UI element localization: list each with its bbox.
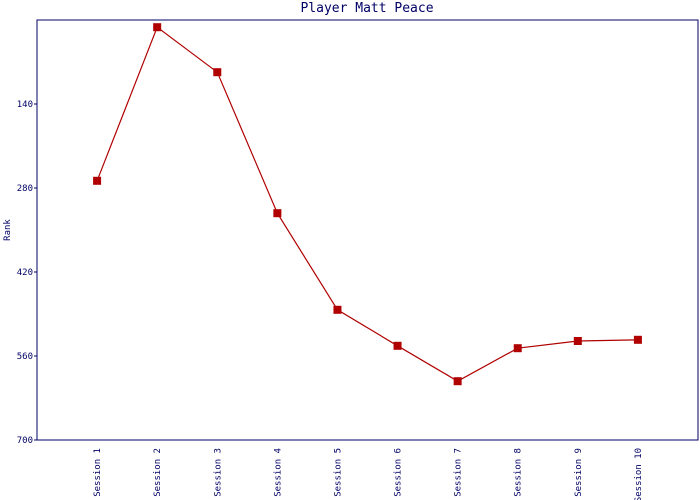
y-tick-label: 420 xyxy=(17,268,33,278)
y-tick-label: 700 xyxy=(17,436,33,446)
line xyxy=(96,26,638,382)
point xyxy=(273,209,282,218)
point xyxy=(153,23,162,32)
x-tick-label: Session 3 xyxy=(213,448,223,497)
x-tick-label: Session 4 xyxy=(273,448,283,497)
x-tick-label: Session 1 xyxy=(93,448,103,497)
y-tick-label: 280 xyxy=(17,184,33,194)
y-axis-label: Rank xyxy=(3,219,13,241)
x-tick-label: Session 10 xyxy=(634,448,644,500)
x-tick-label: Session 9 xyxy=(574,448,584,497)
point xyxy=(513,344,522,353)
y-tick-label: 140 xyxy=(17,100,33,110)
point xyxy=(213,68,222,77)
point xyxy=(573,337,582,345)
y-tick-label: 560 xyxy=(17,352,33,362)
point xyxy=(633,335,642,344)
point xyxy=(93,176,102,185)
plot-frame xyxy=(36,19,699,441)
point xyxy=(453,377,462,386)
point xyxy=(333,305,342,314)
x-tick-label: Session 6 xyxy=(394,448,404,497)
point xyxy=(393,341,402,350)
x-tick-label: Session 5 xyxy=(333,448,343,497)
x-tick-label: Session 8 xyxy=(514,448,524,497)
x-tick-label: Session 7 xyxy=(454,448,464,497)
x-tick-label: Session 2 xyxy=(153,448,163,497)
chart-title: Player Matt Peace xyxy=(300,1,433,16)
